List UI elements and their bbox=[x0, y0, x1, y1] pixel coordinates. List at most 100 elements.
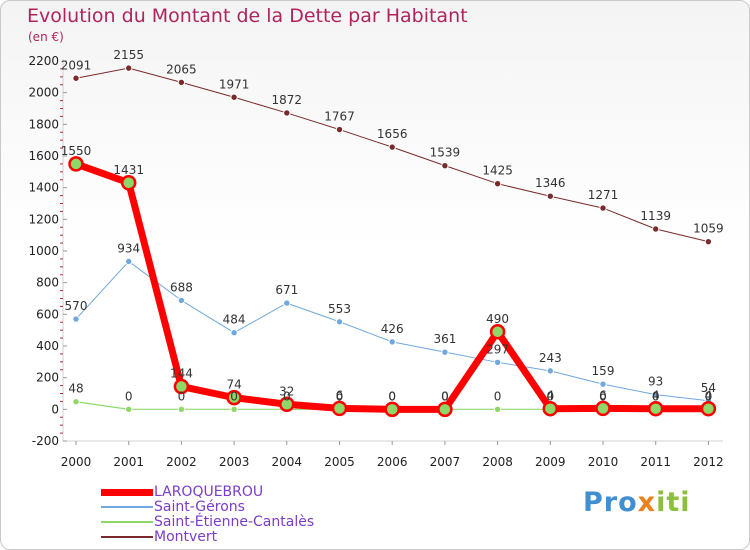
data-point bbox=[704, 237, 713, 246]
data-point bbox=[437, 401, 453, 418]
data-point bbox=[68, 156, 84, 172]
data-point bbox=[125, 64, 133, 72]
data-label: 74 bbox=[226, 378, 241, 392]
x-tick-label: 2012 bbox=[693, 455, 724, 469]
data-label: 671 bbox=[275, 283, 298, 297]
data-label: 0 bbox=[125, 389, 133, 403]
data-label: 0 bbox=[546, 389, 554, 403]
data-label: 0 bbox=[441, 389, 449, 403]
y-tick-label: 1800 bbox=[28, 117, 59, 131]
data-point bbox=[230, 329, 238, 337]
proxiti-logo: Proxiti bbox=[583, 487, 691, 518]
data-point bbox=[125, 405, 133, 414]
data-point bbox=[335, 318, 344, 326]
data-label: 297 bbox=[486, 342, 509, 356]
x-tick-label: 2003 bbox=[219, 455, 250, 469]
y-tick-label: 1400 bbox=[28, 181, 59, 195]
x-tick-label: 2010 bbox=[588, 455, 619, 469]
data-point bbox=[72, 74, 80, 82]
legend-swatch bbox=[101, 488, 153, 496]
data-label: 2065 bbox=[166, 62, 197, 76]
data-label: 1767 bbox=[324, 110, 355, 124]
y-tick-label: 2200 bbox=[28, 54, 59, 68]
data-label: 688 bbox=[170, 280, 193, 294]
data-label: 934 bbox=[117, 241, 140, 255]
data-label: 54 bbox=[701, 381, 716, 395]
data-label: 1425 bbox=[482, 164, 513, 178]
legend-label: Saint-Étienne-Cantalès bbox=[154, 514, 315, 530]
y-tick-label: 600 bbox=[36, 307, 59, 321]
data-point bbox=[542, 400, 559, 417]
data-point bbox=[546, 367, 554, 375]
data-point bbox=[283, 109, 291, 117]
data-point bbox=[384, 401, 400, 418]
chart-title: Evolution du Montant de la Dette par Hab… bbox=[27, 5, 468, 27]
series-line-3 bbox=[75, 67, 709, 243]
data-point bbox=[230, 405, 238, 414]
x-tick-label: 2000 bbox=[61, 455, 92, 469]
data-point bbox=[177, 405, 186, 414]
data-label: 1346 bbox=[535, 176, 566, 190]
data-label: 0 bbox=[336, 389, 344, 403]
data-label: 0 bbox=[652, 389, 660, 403]
data-point bbox=[226, 389, 242, 406]
legend-label: LAROQUEBROU bbox=[154, 484, 264, 500]
data-label: 4 bbox=[546, 389, 554, 403]
data-label: 426 bbox=[381, 322, 404, 336]
data-label: 93 bbox=[648, 375, 663, 389]
data-point bbox=[125, 257, 133, 266]
data-label: 1139 bbox=[640, 209, 671, 223]
data-point bbox=[177, 78, 186, 87]
data-label: 0 bbox=[178, 389, 186, 403]
data-label: 570 bbox=[65, 299, 88, 313]
data-label: 0 bbox=[388, 389, 396, 403]
y-tick-label: 0 bbox=[51, 402, 59, 416]
y-tick-label: 400 bbox=[36, 339, 59, 353]
x-tick-label: 2006 bbox=[377, 455, 408, 469]
data-label: 159 bbox=[592, 364, 615, 378]
data-point bbox=[493, 180, 502, 188]
legend-swatch bbox=[101, 521, 153, 523]
data-point bbox=[177, 296, 186, 305]
x-tick-label: 2002 bbox=[166, 455, 197, 469]
data-point bbox=[493, 405, 502, 414]
data-label: 1539 bbox=[430, 146, 461, 160]
data-point bbox=[595, 400, 611, 417]
data-point bbox=[388, 143, 396, 151]
data-point bbox=[335, 125, 344, 134]
brand-text-2: x bbox=[637, 487, 657, 518]
data-label: 1656 bbox=[377, 127, 408, 141]
data-point bbox=[599, 380, 607, 388]
data-label: 484 bbox=[223, 313, 246, 327]
data-point bbox=[72, 398, 80, 406]
data-label: 490 bbox=[486, 312, 509, 326]
data-label: 1431 bbox=[113, 163, 144, 177]
data-point bbox=[120, 175, 137, 191]
data-point bbox=[72, 315, 80, 323]
data-point bbox=[388, 338, 396, 346]
legend-swatch bbox=[101, 536, 153, 538]
data-label: 4 bbox=[652, 389, 660, 403]
data-label: 1550 bbox=[61, 144, 92, 158]
x-tick-label: 2009 bbox=[535, 455, 566, 469]
chart-subtitle: (en €) bbox=[28, 30, 64, 44]
data-label: 144 bbox=[170, 367, 193, 381]
data-label: 2091 bbox=[61, 58, 92, 72]
x-tick-label: 2001 bbox=[113, 455, 144, 469]
data-point bbox=[279, 396, 295, 413]
data-point bbox=[173, 378, 190, 395]
data-label: 6 bbox=[599, 388, 607, 402]
x-tick-label: 2008 bbox=[482, 455, 513, 469]
data-point bbox=[230, 93, 238, 101]
data-point bbox=[489, 324, 506, 340]
data-label: 0 bbox=[283, 389, 291, 403]
data-label: 1872 bbox=[272, 93, 303, 107]
data-label: 361 bbox=[433, 332, 456, 346]
data-label: 0 bbox=[441, 389, 449, 403]
data-label: 0 bbox=[599, 389, 607, 403]
brand-text-1: Pro bbox=[583, 487, 638, 518]
data-point bbox=[493, 358, 502, 367]
data-point bbox=[599, 204, 607, 212]
